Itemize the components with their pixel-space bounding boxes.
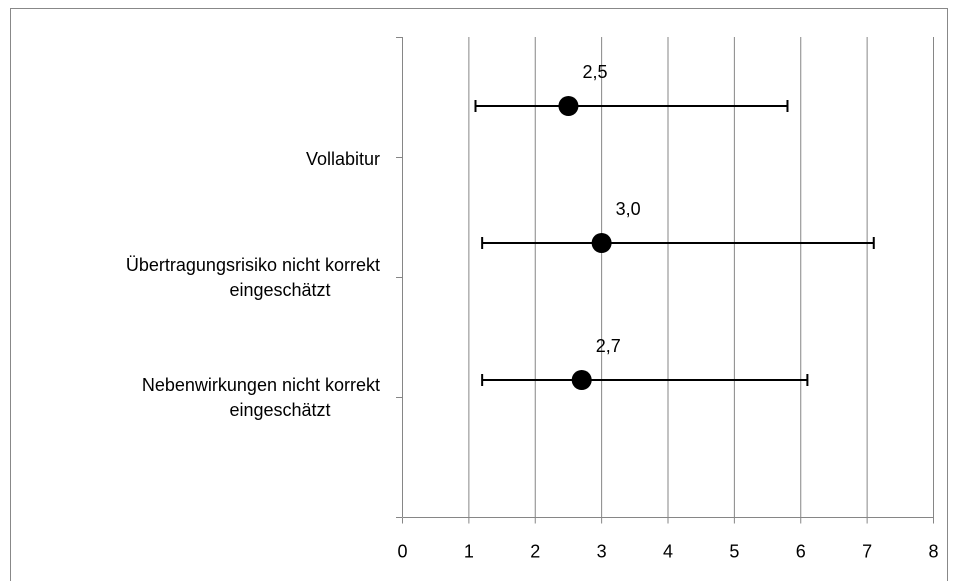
category-label-line: Nebenwirkungen nicht korrekt — [142, 375, 380, 395]
x-tick-label: 2 — [530, 541, 540, 561]
x-tick-label: 6 — [796, 541, 806, 561]
x-tick-label: 8 — [928, 541, 938, 561]
value-label: 3,0 — [616, 199, 641, 219]
x-tick-label: 1 — [464, 541, 474, 561]
value-label: 2,7 — [596, 336, 621, 356]
category-label: Vollabitur — [306, 149, 380, 169]
x-tick-label: 4 — [663, 541, 673, 561]
category-label-line: eingeschätzt — [229, 400, 330, 420]
x-tick-label: 5 — [729, 541, 739, 561]
point — [571, 370, 592, 390]
chart-frame — [10, 8, 948, 581]
category-label-line: eingeschätzt — [229, 280, 330, 300]
x-tick-label: 7 — [862, 541, 872, 561]
category-label: Nebenwirkungen nicht korrekt eingeschätzt — [142, 375, 380, 420]
value-label: 2,5 — [582, 62, 607, 82]
category-label-line: Übertragungsrisiko nicht korrekt — [126, 255, 380, 275]
x-tick-label: 3 — [597, 541, 607, 561]
x-tick-label: 0 — [397, 541, 407, 561]
y-axis — [396, 37, 403, 518]
point — [591, 233, 612, 253]
category-label: Übertragungsrisiko nicht korrekt eingesch… — [126, 255, 380, 300]
point — [558, 96, 579, 116]
